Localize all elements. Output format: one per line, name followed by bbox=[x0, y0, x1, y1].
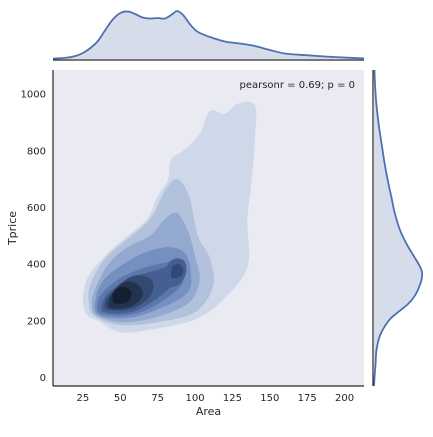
x-tick-label: 100 bbox=[185, 393, 204, 404]
top-marginal-fill bbox=[53, 10, 364, 59]
right-marginal-kde bbox=[372, 69, 424, 387]
axes-frame bbox=[52, 70, 364, 387]
y-tick-label: 1000 bbox=[21, 90, 46, 101]
axis-ticks: 25 50 75 100 125 150 175 200 0 200 400 600 800 1000 bbox=[21, 90, 355, 404]
y-tick-label: 400 bbox=[27, 260, 46, 271]
top-marginal-kde bbox=[52, 10, 365, 61]
x-tick-label: 25 bbox=[77, 393, 90, 404]
kde-secondary-peak-2 bbox=[171, 264, 184, 279]
y-tick-label: 800 bbox=[27, 146, 46, 157]
right-marginal-fill bbox=[374, 70, 423, 386]
y-tick-label: 0 bbox=[40, 373, 46, 384]
x-tick-label: 175 bbox=[298, 393, 317, 404]
y-tick-label: 600 bbox=[27, 203, 46, 214]
x-tick-label: 125 bbox=[223, 393, 242, 404]
pearson-annotation: pearsonr = 0.69; p = 0 bbox=[239, 80, 355, 91]
top-marginal-line bbox=[52, 10, 365, 60]
x-tick-label: 50 bbox=[114, 393, 127, 404]
x-axis-label: Area bbox=[196, 405, 221, 418]
x-tick-label: 150 bbox=[260, 393, 279, 404]
x-tick-label: 200 bbox=[335, 393, 354, 404]
x-tick-label: 75 bbox=[151, 393, 164, 404]
right-marginal-line bbox=[373, 69, 424, 387]
y-axis-label: Tprice bbox=[6, 211, 19, 246]
y-tick-label: 200 bbox=[27, 316, 46, 327]
kde-contours bbox=[82, 101, 257, 333]
kde-level-9 bbox=[112, 286, 132, 304]
